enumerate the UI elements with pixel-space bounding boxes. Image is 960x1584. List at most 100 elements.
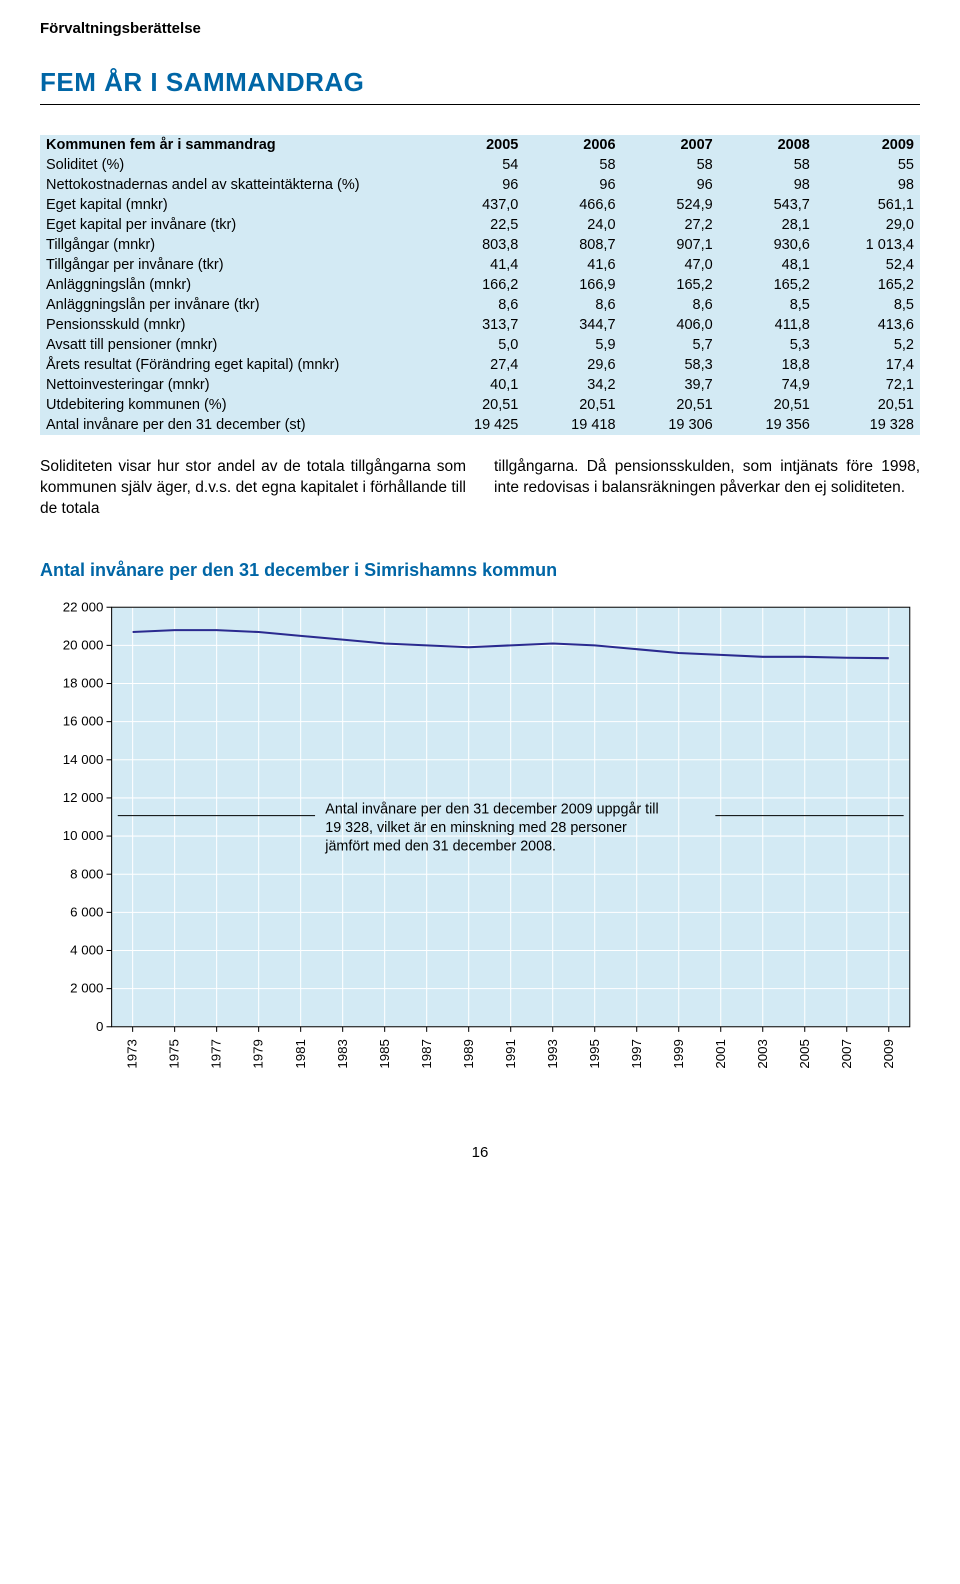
table-row: Anläggningslån (mnkr)166,2166,9165,2165,… — [40, 275, 920, 295]
cell-value: 411,8 — [719, 315, 816, 335]
table-row: Nettokostnadernas andel av skatteintäkte… — [40, 175, 920, 195]
row-label: Tillgångar (mnkr) — [40, 235, 427, 255]
row-label: Eget kapital (mnkr) — [40, 195, 427, 215]
svg-text:4 000: 4 000 — [70, 942, 103, 957]
col-year: 2005 — [427, 135, 524, 155]
row-label: Anläggningslån (mnkr) — [40, 275, 427, 295]
svg-text:19 328, vilket är en minskning: 19 328, vilket är en minskning med 28 pe… — [325, 820, 627, 836]
cell-value: 52,4 — [816, 255, 920, 275]
svg-text:20 000: 20 000 — [63, 637, 104, 652]
svg-text:1977: 1977 — [209, 1039, 224, 1069]
svg-text:22 000: 22 000 — [63, 599, 104, 614]
svg-text:2 000: 2 000 — [70, 980, 103, 995]
table-header-row: Kommunen fem år i sammandrag 2005 2006 2… — [40, 135, 920, 155]
table-row: Årets resultat (Förändring eget kapital)… — [40, 355, 920, 375]
cell-value: 22,5 — [427, 215, 524, 235]
cell-value: 58 — [622, 155, 719, 175]
cell-value: 165,2 — [622, 275, 719, 295]
table-row: Eget kapital per invånare (tkr)22,524,02… — [40, 215, 920, 235]
document-section-header: Förvaltningsberättelse — [40, 20, 920, 37]
population-chart: 02 0004 0006 0008 00010 00012 00014 0001… — [40, 597, 920, 1109]
cell-value: 1 013,4 — [816, 235, 920, 255]
row-label: Eget kapital per invånare (tkr) — [40, 215, 427, 235]
chart-svg: 02 0004 0006 0008 00010 00012 00014 0001… — [40, 597, 920, 1109]
cell-value: 165,2 — [816, 275, 920, 295]
cell-value: 5,3 — [719, 335, 816, 355]
row-label: Nettoinvesteringar (mnkr) — [40, 375, 427, 395]
cell-value: 19 306 — [622, 415, 719, 435]
row-label: Utdebitering kommunen (%) — [40, 395, 427, 415]
cell-value: 406,0 — [622, 315, 719, 335]
svg-text:1989: 1989 — [461, 1039, 476, 1069]
row-label: Årets resultat (Förändring eget kapital)… — [40, 355, 427, 375]
cell-value: 55 — [816, 155, 920, 175]
cell-value: 19 425 — [427, 415, 524, 435]
cell-value: 5,9 — [524, 335, 621, 355]
cell-value: 437,0 — [427, 195, 524, 215]
cell-value: 96 — [524, 175, 621, 195]
cell-value: 27,4 — [427, 355, 524, 375]
cell-value: 8,5 — [719, 295, 816, 315]
svg-text:18 000: 18 000 — [63, 675, 104, 690]
cell-value: 27,2 — [622, 215, 719, 235]
svg-text:1975: 1975 — [167, 1039, 182, 1069]
cell-value: 19 328 — [816, 415, 920, 435]
cell-value: 543,7 — [719, 195, 816, 215]
cell-value: 8,6 — [524, 295, 621, 315]
svg-text:10 000: 10 000 — [63, 828, 104, 843]
svg-text:1993: 1993 — [545, 1039, 560, 1069]
row-label: Anläggningslån per invånare (tkr) — [40, 295, 427, 315]
page-number: 16 — [40, 1144, 920, 1161]
svg-text:1995: 1995 — [587, 1039, 602, 1069]
svg-text:8 000: 8 000 — [70, 866, 103, 881]
cell-value: 96 — [622, 175, 719, 195]
summary-table: Kommunen fem år i sammandrag 2005 2006 2… — [40, 135, 920, 435]
cell-value: 20,51 — [816, 395, 920, 415]
cell-value: 98 — [816, 175, 920, 195]
svg-text:12 000: 12 000 — [63, 790, 104, 805]
table-row: Pensionsskuld (mnkr)313,7344,7406,0411,8… — [40, 315, 920, 335]
cell-value: 8,5 — [816, 295, 920, 315]
svg-text:1981: 1981 — [293, 1039, 308, 1069]
cell-value: 40,1 — [427, 375, 524, 395]
svg-text:1979: 1979 — [251, 1039, 266, 1069]
table-row: Soliditet (%)5458585855 — [40, 155, 920, 175]
svg-text:2001: 2001 — [713, 1039, 728, 1069]
table-row: Avsatt till pensioner (mnkr)5,05,95,75,3… — [40, 335, 920, 355]
cell-value: 19 356 — [719, 415, 816, 435]
cell-value: 19 418 — [524, 415, 621, 435]
row-label: Nettokostnadernas andel av skatteintäkte… — [40, 175, 427, 195]
cell-value: 8,6 — [427, 295, 524, 315]
cell-value: 72,1 — [816, 375, 920, 395]
cell-value: 20,51 — [719, 395, 816, 415]
cell-value: 20,51 — [427, 395, 524, 415]
table-row: Tillgångar (mnkr)803,8808,7907,1930,61 0… — [40, 235, 920, 255]
svg-text:1999: 1999 — [671, 1039, 686, 1069]
table-row: Tillgångar per invånare (tkr)41,441,647,… — [40, 255, 920, 275]
cell-value: 41,4 — [427, 255, 524, 275]
svg-text:1973: 1973 — [125, 1039, 140, 1069]
svg-text:2005: 2005 — [797, 1039, 812, 1069]
chart-title: Antal invånare per den 31 december i Sim… — [40, 560, 920, 581]
cell-value: 8,6 — [622, 295, 719, 315]
row-label: Antal invånare per den 31 december (st) — [40, 415, 427, 435]
cell-value: 313,7 — [427, 315, 524, 335]
cell-value: 34,2 — [524, 375, 621, 395]
cell-value: 561,1 — [816, 195, 920, 215]
svg-text:1997: 1997 — [629, 1039, 644, 1069]
row-label: Pensionsskuld (mnkr) — [40, 315, 427, 335]
cell-value: 98 — [719, 175, 816, 195]
cell-value: 344,7 — [524, 315, 621, 335]
cell-value: 29,6 — [524, 355, 621, 375]
cell-value: 930,6 — [719, 235, 816, 255]
table-row: Antal invånare per den 31 december (st)1… — [40, 415, 920, 435]
row-label: Avsatt till pensioner (mnkr) — [40, 335, 427, 355]
cell-value: 907,1 — [622, 235, 719, 255]
svg-text:2007: 2007 — [839, 1039, 854, 1069]
svg-text:16 000: 16 000 — [63, 714, 104, 729]
paragraph-right: tillgångarna. Då pensionsskulden, som in… — [494, 457, 920, 520]
table-corner-label: Kommunen fem år i sammandrag — [40, 135, 427, 155]
svg-text:14 000: 14 000 — [63, 752, 104, 767]
cell-value: 5,2 — [816, 335, 920, 355]
cell-value: 413,6 — [816, 315, 920, 335]
